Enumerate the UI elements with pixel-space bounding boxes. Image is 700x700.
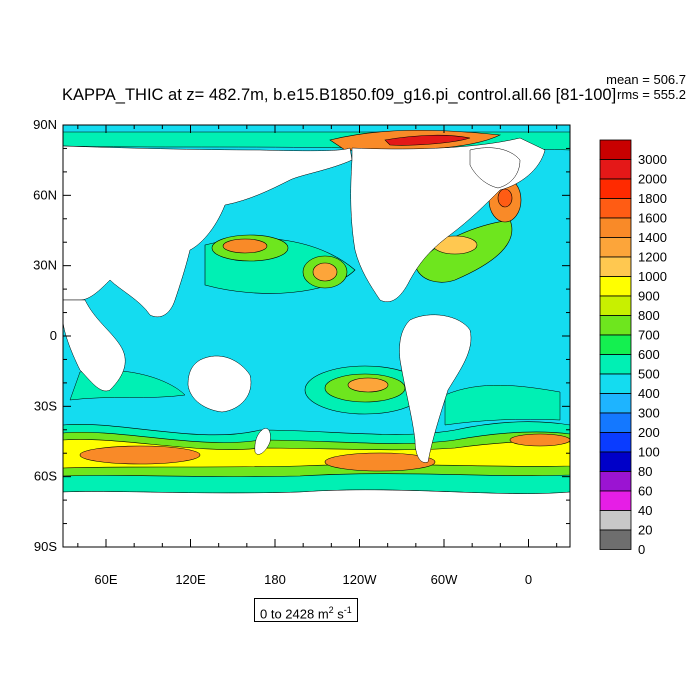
land-africa	[63, 299, 126, 392]
range-mid: s	[333, 606, 344, 622]
colorbar-swatch	[599, 354, 632, 375]
south-pacific-gyre-core	[347, 377, 389, 393]
north-pacific-kuroshio-core	[222, 238, 268, 254]
colorbar-swatch	[599, 393, 632, 414]
colorbar-label: 100	[638, 445, 660, 460]
range-exp1: 2	[328, 605, 334, 615]
y-tick-label: 60S	[34, 469, 57, 484]
colorbar-label: 900	[638, 289, 660, 304]
colorbar-swatch	[599, 412, 632, 433]
y-tick-label: 90S	[34, 539, 57, 554]
colorbar-label: 1000	[638, 269, 667, 284]
colorbar-swatch	[599, 217, 632, 238]
map-axes: 90N 60N 30N 0 30S 60S 90S 60E 120E 180 120W 60W 0	[33, 117, 571, 587]
land-new-zealand	[254, 428, 271, 455]
colorbar-swatch	[599, 178, 632, 199]
x-tick-label: 120E	[175, 572, 206, 587]
colorbar-swatch	[599, 139, 632, 160]
stats-readout: mean = 506.7 rms = 555.2	[606, 72, 686, 102]
colorbar-label: 20	[638, 523, 652, 538]
acc-peak-pacific	[324, 452, 436, 472]
colorbar-label: 800	[638, 308, 660, 323]
range-label: 0 to 2428 m2 s-1	[254, 598, 358, 622]
y-tick-label: 30S	[34, 398, 57, 413]
colorbar-swatch	[599, 432, 632, 453]
land-australia	[187, 355, 252, 413]
colorbar-swatch	[599, 490, 632, 511]
land-south-america	[399, 314, 472, 463]
x-tick-label: 0	[525, 572, 532, 587]
range-text: 0 to 2428 m	[260, 606, 329, 622]
x-ticks: 60E 120E 180 120W 60W 0	[77, 125, 558, 587]
labrador-sea-core	[497, 188, 513, 208]
colorbar-swatch	[599, 510, 632, 531]
y-tick-label: 60N	[33, 187, 57, 202]
colorbar-label: 40	[638, 503, 652, 518]
arctic-peak	[384, 134, 471, 146]
x-tick-label: 120W	[343, 572, 378, 587]
colorbar-label: 600	[638, 347, 660, 362]
colorbar-swatch	[599, 159, 632, 180]
colorbar-label: 500	[638, 367, 660, 382]
x-tick-label: 60E	[94, 572, 117, 587]
colorbar-swatch	[599, 315, 632, 336]
colorbar-label: 300	[638, 406, 660, 421]
colorbar-swatch	[599, 529, 632, 550]
colorbar-label: 1400	[638, 230, 667, 245]
x-tick-label: 180	[264, 572, 286, 587]
colorbar-label: 3000	[638, 152, 667, 167]
rms-value: rms = 555.2	[616, 87, 686, 102]
colorbar-swatch	[599, 471, 632, 492]
colorbar-label: 1600	[638, 211, 667, 226]
acc-peak-atlantic	[509, 433, 570, 447]
y-tick-label: 0	[50, 328, 57, 343]
y-ticks: 90N 60N 30N 0 30S 60S 90S	[33, 117, 570, 554]
colorbar-swatch	[599, 276, 632, 297]
colorbar-label: 2000	[638, 172, 667, 187]
colorbar-swatch	[599, 373, 632, 394]
colorbar-swatch	[599, 198, 632, 219]
colorbar-swatch	[599, 237, 632, 258]
colorbar-label: 200	[638, 425, 660, 440]
land	[63, 137, 570, 547]
land-greenland	[469, 147, 521, 189]
colorbar-swatch	[599, 334, 632, 355]
land-eurasia	[63, 145, 353, 318]
colorbar-label: 60	[638, 484, 652, 499]
range-exp2: -1	[343, 605, 352, 615]
colorbar-swatch	[599, 256, 632, 277]
colorbar-label: 80	[638, 464, 652, 479]
land-antarctica	[63, 489, 570, 547]
colorbar-label: 1800	[638, 191, 667, 206]
colorbar-label: 1200	[638, 250, 667, 265]
colorbar-label: 400	[638, 386, 660, 401]
colorbar-swatch	[599, 451, 632, 472]
north-pacific-east-core	[312, 262, 338, 282]
colorbar-label: 700	[638, 328, 660, 343]
colorbar-label: 0	[638, 542, 645, 557]
y-tick-label: 90N	[33, 117, 57, 132]
plot-title: KAPPA_THIC at z= 482.7m, b.e15.B1850.f09…	[62, 86, 617, 104]
acc-peak-indian	[79, 445, 201, 465]
colorbar-swatch	[599, 295, 632, 316]
x-tick-label: 60W	[431, 572, 458, 587]
mean-value: mean = 506.7	[606, 72, 686, 87]
colorbar: 3000200018001600140012001000900800700600…	[599, 139, 667, 557]
y-tick-label: 30N	[33, 258, 57, 273]
south-atlantic-band	[444, 385, 561, 426]
ocean-field-map	[63, 125, 570, 547]
